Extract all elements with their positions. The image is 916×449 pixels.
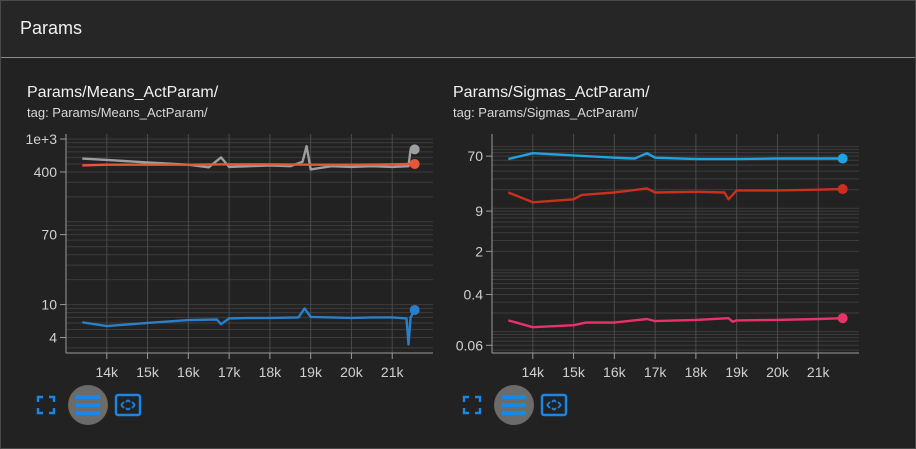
y-tick-label: 0.06 [456,337,483,353]
y-tick-label: 70 [41,227,57,243]
x-tick-label: 21k [381,364,405,380]
series-line-2 [507,317,843,329]
series-endpoint-1 [837,184,848,195]
x-tick-label: 14k [95,364,119,380]
series-endpoint-2 [409,304,420,315]
chart-card-means: Params/Means_ActParam/ tag: Params/Means… [25,71,445,441]
series-line-1 [507,187,843,204]
series-line-1 [82,162,415,167]
section-header[interactable]: Params [1,1,915,58]
chart-card-sigmas: Params/Sigmas_ActParam/ tag: Params/Sigm… [453,71,871,441]
x-tick-label: 15k [562,364,586,380]
x-tick-label: 21k [807,364,831,380]
fit-domain-button[interactable] [114,392,142,418]
x-tick-label: 17k [644,364,668,380]
y-tick-label: 10 [41,297,57,313]
fullscreen-icon [462,395,482,415]
x-tick-label: 19k [299,364,323,380]
chart-tag: tag: Params/Sigmas_ActParam/ [453,105,638,120]
series-line-0 [508,152,843,161]
x-tick-label: 20k [340,364,364,380]
fullscreen-icon [36,395,56,415]
series-endpoint-2 [837,313,848,324]
minor-gridlines [66,138,433,349]
chart-title: Params/Sigmas_ActParam/ [453,84,650,101]
x-tick-label: 19k [725,364,749,380]
x-tick-label: 15k [136,364,160,380]
y-tick-label: 400 [34,164,58,180]
series-endpoint-0 [837,153,848,164]
series-endpoint-0 [409,144,420,155]
series-line-2 [82,307,416,346]
fit-domain-icon [114,393,142,417]
y-tick-label: 70 [467,148,483,164]
x-tick-label: 14k [521,364,545,380]
fullscreen-button[interactable] [35,394,57,416]
x-tick-label: 18k [259,364,283,380]
x-tick-label: 17k [218,364,242,380]
y-tick-label: 9 [475,203,483,219]
line-chart-sigmas[interactable]: 0.06 0.4 2 9 70 14k 15k 16k 17k 18k 19k 20k 21k [426,129,871,391]
series-endpoint-1 [409,158,420,169]
toggle-log-scale-button[interactable] [494,385,534,425]
line-chart-means[interactable]: 4 10 70 400 1e+3 14k 15k 16k 17k 18k 19k 20k 21k [0,129,445,391]
section-title: Params [20,18,83,38]
chart-title: Params/Means_ActParam/ [27,84,219,101]
y-tick-label: 1e+3 [25,131,57,147]
x-tick-label: 16k [603,364,627,380]
fullscreen-button[interactable] [461,394,483,416]
y-tick-label: 0.4 [464,286,484,302]
y-tick-label: 2 [475,243,483,259]
fit-domain-button[interactable] [540,392,568,418]
fit-domain-icon [540,393,568,417]
x-tick-label: 20k [766,364,790,380]
toggle-log-scale-button[interactable] [68,385,108,425]
x-tick-label: 16k [177,364,201,380]
y-tick-label: 4 [49,330,57,346]
chart-tag: tag: Params/Means_ActParam/ [27,105,208,120]
toggle-y-axis-log-icon [502,395,526,415]
toggle-y-axis-log-icon [76,395,100,415]
x-tick-label: 18k [685,364,709,380]
